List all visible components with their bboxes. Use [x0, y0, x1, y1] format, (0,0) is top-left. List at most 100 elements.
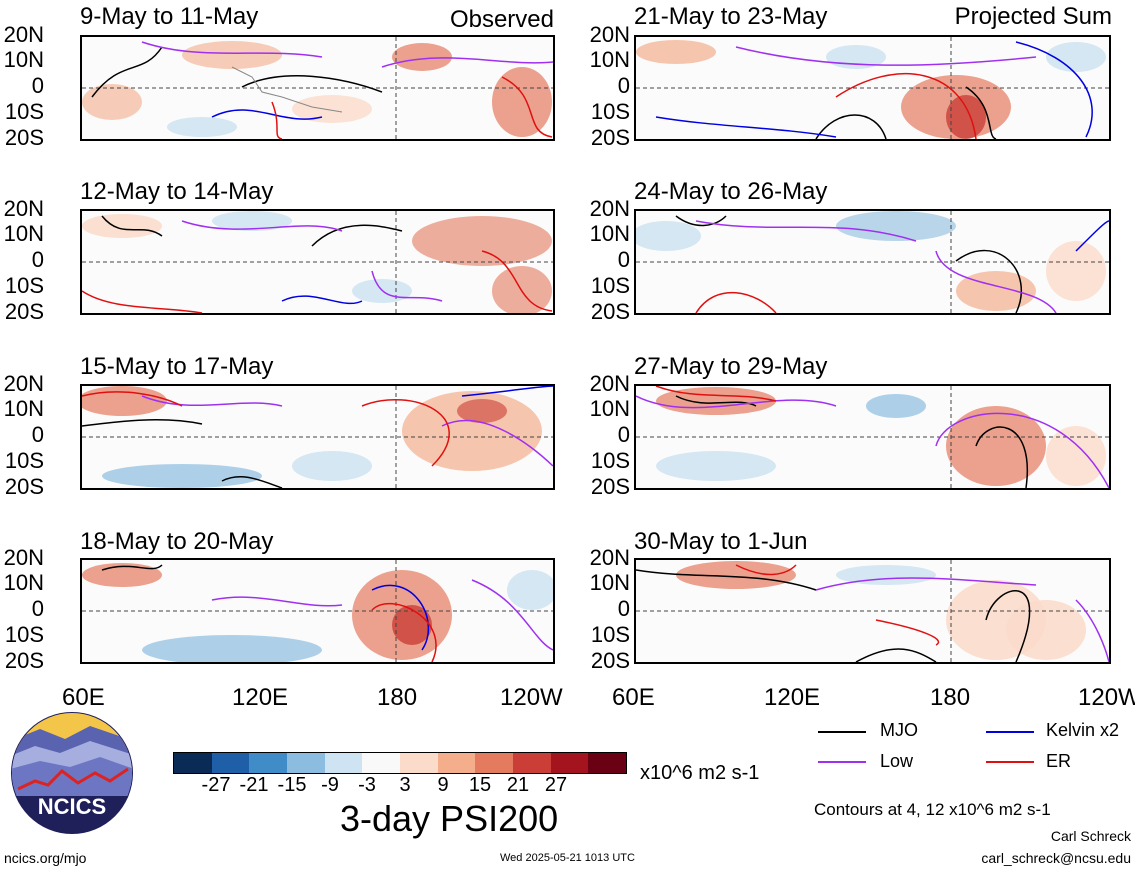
- lat-label: 20N: [589, 371, 630, 396]
- map-panel-r2: [634, 209, 1111, 315]
- colorbar-tick: -27: [201, 774, 231, 796]
- map-panel-l1: [80, 35, 555, 141]
- lat-label: 0: [31, 247, 44, 272]
- map-l2-svg: [82, 211, 553, 313]
- lat-label: 0: [617, 73, 630, 98]
- lat-label: 0: [31, 73, 44, 98]
- legend-kelvin-label: Kelvin x2: [1046, 720, 1120, 740]
- colorbar-swatch: [287, 753, 325, 773]
- lat-label: 10N: [3, 396, 44, 421]
- map-panel-r1: [634, 35, 1111, 141]
- panel-title-r4: 30-May to 1-Jun: [634, 528, 808, 555]
- map-panel-r4: [634, 558, 1111, 664]
- projected-sum-label: Projected Sum: [954, 3, 1112, 30]
- lat-label: 10S: [590, 622, 630, 647]
- footer-url[interactable]: ncics.org/mjo: [4, 850, 87, 866]
- lat-label: 10N: [3, 221, 44, 246]
- colorbar-tick: 27: [544, 774, 568, 796]
- map-panel-l2: [80, 209, 555, 315]
- lat-label: 20S: [590, 474, 630, 499]
- ncics-logo: NCICS: [10, 711, 134, 835]
- legend-mjo-line: [818, 731, 866, 733]
- colorbar-tick: -9: [321, 774, 339, 796]
- panel-title-l1: 9-May to 11-May: [80, 3, 259, 30]
- map-l4-svg: [82, 560, 553, 662]
- colorbar-swatch: [550, 753, 589, 773]
- lat-label: 20S: [4, 125, 44, 150]
- footer-author: Carl Schreck: [1050, 828, 1131, 844]
- lat-label: 20N: [589, 545, 630, 570]
- lat-label: 20S: [590, 648, 630, 673]
- colorbar-swatch: [249, 753, 288, 773]
- lat-label: 10N: [589, 396, 630, 421]
- lat-label: 10S: [590, 99, 630, 124]
- lon-label: 120E: [764, 684, 821, 711]
- lat-label: 20S: [4, 648, 44, 673]
- map-panel-r3: [634, 384, 1111, 490]
- panel-title-r1: 21-May to 23-May: [634, 3, 828, 30]
- footer-email[interactable]: carl_schreck@ncsu.edu: [981, 850, 1131, 866]
- lat-label: 20S: [590, 125, 630, 150]
- panel-title-l2: 12-May to 14-May: [80, 178, 274, 205]
- colorbar-swatch: [400, 753, 438, 773]
- lat-label: 10S: [4, 448, 44, 473]
- lat-label: 10N: [589, 221, 630, 246]
- legend-kelvin-line: [986, 731, 1034, 733]
- legend-er-line: [986, 761, 1034, 763]
- colorbar-swatch: [588, 753, 627, 773]
- colorbar-swatch: [362, 753, 401, 773]
- lat-label: 20S: [590, 299, 630, 324]
- contour-note: Contours at 4, 12 x10^6 m2 s-1: [814, 800, 1051, 819]
- lat-label: 20N: [3, 545, 44, 570]
- lat-label: 10S: [590, 448, 630, 473]
- panel-title-l4: 18-May to 20-May: [80, 528, 274, 555]
- colorbar-tick: 21: [506, 774, 530, 796]
- map-r3-svg: [636, 386, 1109, 488]
- lon-label: 60E: [62, 684, 105, 711]
- lon-label: 180: [377, 684, 418, 711]
- legend-low-line: [818, 761, 866, 763]
- map-r1-svg: [636, 37, 1109, 139]
- lat-label: 10N: [589, 570, 630, 595]
- colorbar-swatch: [475, 753, 514, 773]
- colorbar-swatch: [211, 753, 250, 773]
- legend-low-label: Low: [880, 751, 914, 771]
- panel-title-r2: 24-May to 26-May: [634, 178, 828, 205]
- lat-label: 20N: [3, 22, 44, 47]
- lat-label: 20S: [4, 299, 44, 324]
- colorbar-swatch: [174, 753, 212, 773]
- lat-label: 10S: [4, 273, 44, 298]
- colorbar-tick: 9: [437, 774, 449, 796]
- map-l1-svg: [82, 37, 553, 139]
- colorbar-tick: -3: [358, 774, 376, 796]
- map-l3-svg: [82, 386, 553, 488]
- lat-label: 10S: [4, 99, 44, 124]
- lat-label: 20N: [589, 22, 630, 47]
- colorbar-tick: -21: [239, 774, 269, 796]
- logo-text: NCICS: [38, 794, 106, 819]
- footer-timestamp: Wed 2025-05-21 1013 UTC: [500, 852, 635, 864]
- panel-title-r3: 27-May to 29-May: [634, 353, 828, 380]
- map-r4-svg: [636, 560, 1109, 662]
- colorbar-units: x10^6 m2 s-1: [640, 762, 760, 784]
- lat-label: 0: [31, 422, 44, 447]
- observed-label: Observed: [449, 6, 554, 33]
- lon-label: 120E: [232, 684, 289, 711]
- colorbar: [173, 752, 627, 774]
- lat-label: 10S: [590, 273, 630, 298]
- lat-label: 20N: [3, 371, 44, 396]
- lon-label: 120W: [500, 684, 563, 711]
- lat-label: 0: [617, 247, 630, 272]
- legend-er-label: ER: [1046, 751, 1072, 771]
- lat-label: 0: [617, 596, 630, 621]
- colorbar-swatch: [437, 753, 476, 773]
- colorbar-swatch: [513, 753, 551, 773]
- lat-label: 10N: [589, 47, 630, 72]
- colorbar-tick: -15: [277, 774, 307, 796]
- lat-label: 0: [617, 422, 630, 447]
- figure-title: 3-day PSI200: [340, 798, 559, 839]
- lat-label: 10N: [3, 570, 44, 595]
- colorbar-tick: 15: [468, 774, 492, 796]
- ncics-logo-emblem: NCICS: [11, 712, 133, 834]
- map-r2-svg: [636, 211, 1109, 313]
